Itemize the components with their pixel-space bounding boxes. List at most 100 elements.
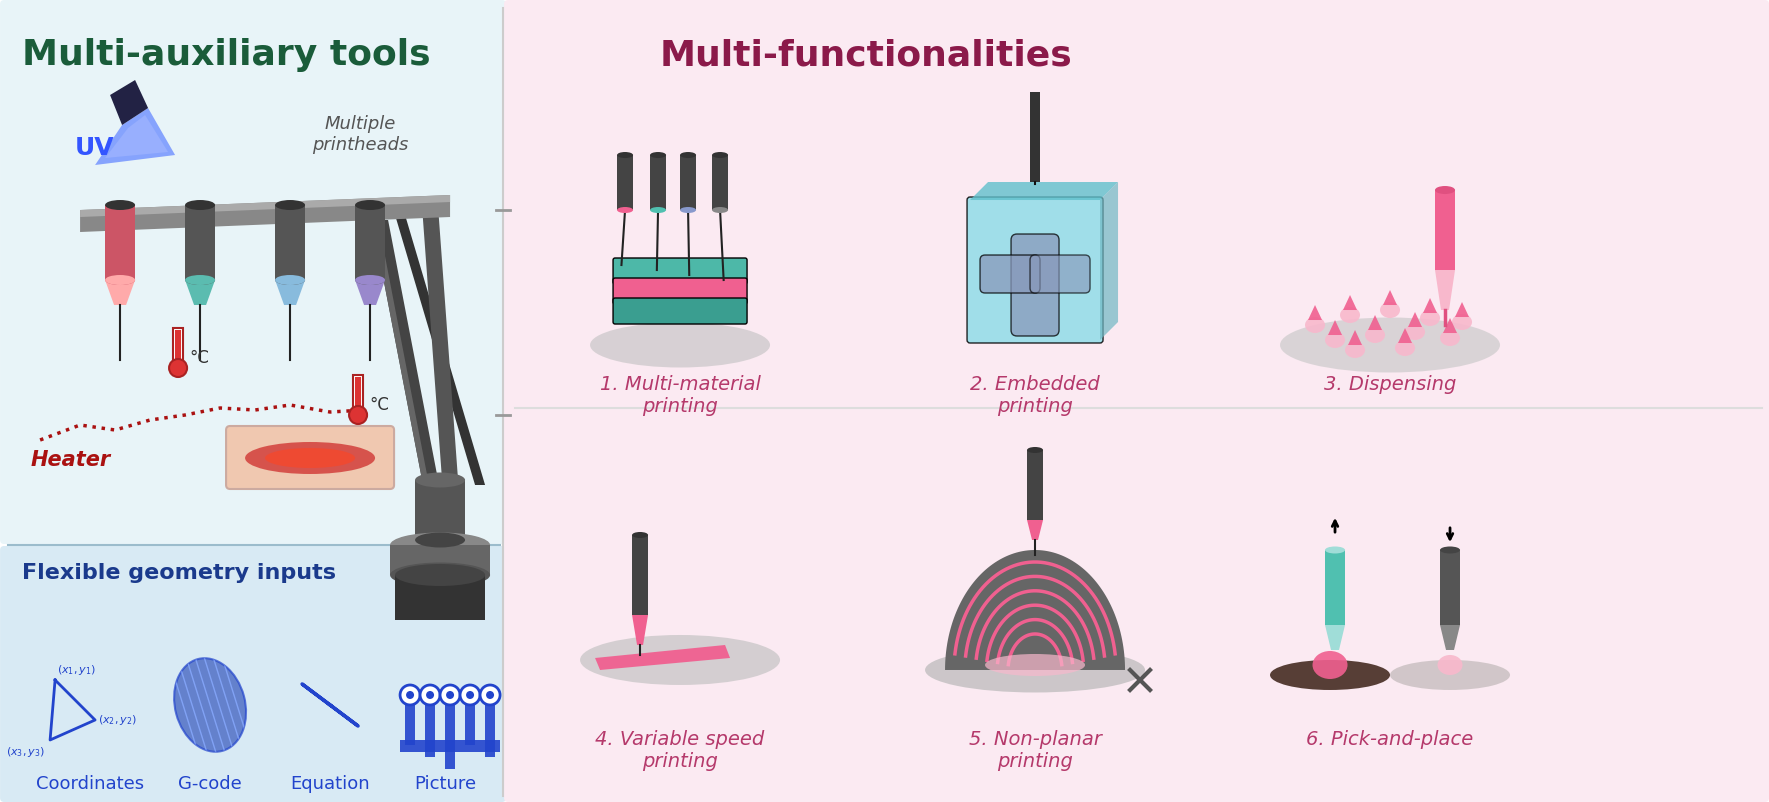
Ellipse shape [1306, 317, 1325, 333]
FancyBboxPatch shape [504, 0, 1769, 802]
Bar [391, 545, 490, 575]
Polygon shape [1028, 520, 1044, 540]
Circle shape [348, 406, 368, 424]
Text: 5. Non-planar
printing: 5. Non-planar printing [969, 730, 1102, 771]
Ellipse shape [649, 207, 667, 213]
Polygon shape [1456, 302, 1468, 317]
Polygon shape [186, 280, 216, 305]
Ellipse shape [679, 152, 695, 158]
FancyBboxPatch shape [226, 426, 394, 489]
Ellipse shape [1390, 660, 1511, 690]
Polygon shape [110, 80, 149, 125]
Polygon shape [1398, 328, 1412, 343]
Ellipse shape [1452, 314, 1472, 330]
Ellipse shape [186, 275, 216, 285]
Ellipse shape [274, 275, 304, 285]
Polygon shape [1444, 318, 1458, 333]
Text: °C: °C [370, 396, 389, 414]
Bar [175, 330, 180, 360]
FancyBboxPatch shape [968, 197, 1104, 343]
Ellipse shape [1435, 186, 1456, 194]
Ellipse shape [274, 275, 304, 285]
Polygon shape [104, 115, 168, 158]
Bar [400, 740, 501, 752]
Bar [649, 155, 667, 210]
Ellipse shape [104, 275, 134, 285]
FancyBboxPatch shape [1012, 234, 1060, 336]
Ellipse shape [1325, 546, 1344, 553]
Ellipse shape [580, 635, 780, 685]
Circle shape [486, 691, 494, 699]
Polygon shape [1348, 330, 1362, 345]
Bar [425, 695, 435, 757]
Bar [274, 205, 304, 280]
Ellipse shape [1366, 327, 1385, 343]
Circle shape [479, 685, 501, 705]
Bar [632, 535, 647, 615]
Ellipse shape [186, 200, 216, 210]
Text: $(x_2, y_2)$: $(x_2, y_2)$ [97, 713, 138, 727]
Polygon shape [1325, 625, 1344, 650]
Ellipse shape [1270, 660, 1390, 690]
Polygon shape [1422, 298, 1436, 313]
Ellipse shape [617, 207, 633, 213]
Bar [465, 695, 476, 745]
Polygon shape [274, 280, 304, 305]
Polygon shape [1367, 315, 1382, 330]
Polygon shape [371, 220, 428, 480]
Polygon shape [423, 207, 458, 480]
Text: 2. Embedded
printing: 2. Embedded printing [969, 375, 1100, 416]
Polygon shape [1307, 305, 1321, 320]
Ellipse shape [1341, 307, 1360, 323]
Bar [617, 155, 633, 210]
Ellipse shape [356, 200, 386, 210]
Ellipse shape [356, 275, 386, 285]
Text: UV: UV [74, 136, 115, 160]
Bar [186, 205, 216, 280]
Ellipse shape [265, 448, 356, 468]
Bar [1028, 450, 1044, 520]
Ellipse shape [1344, 342, 1366, 358]
Ellipse shape [649, 152, 667, 158]
Ellipse shape [1028, 447, 1044, 453]
Bar [173, 328, 182, 368]
Bar [104, 205, 134, 280]
Ellipse shape [1440, 546, 1459, 553]
Polygon shape [96, 108, 175, 165]
Ellipse shape [1405, 324, 1426, 340]
Bar [394, 575, 485, 620]
Text: G-code: G-code [179, 775, 242, 793]
Bar [485, 695, 495, 757]
Polygon shape [356, 280, 386, 305]
Text: Multi-functionalities: Multi-functionalities [660, 38, 1072, 72]
FancyBboxPatch shape [614, 278, 747, 304]
Text: $(x_3, y_3)$: $(x_3, y_3)$ [5, 745, 44, 759]
Circle shape [460, 685, 479, 705]
Ellipse shape [617, 152, 633, 158]
Text: $(x_1, y_1)$: $(x_1, y_1)$ [57, 663, 96, 677]
Polygon shape [1329, 320, 1343, 335]
Bar [1325, 550, 1344, 625]
Circle shape [170, 359, 188, 377]
Polygon shape [594, 645, 731, 670]
Polygon shape [1408, 312, 1422, 327]
Polygon shape [80, 195, 449, 232]
FancyBboxPatch shape [980, 255, 1040, 293]
Ellipse shape [356, 275, 386, 285]
Bar [405, 695, 416, 745]
Bar [446, 695, 455, 769]
Text: 4. Variable speed
printing: 4. Variable speed printing [596, 730, 764, 771]
Circle shape [400, 685, 419, 705]
Ellipse shape [104, 200, 134, 210]
Circle shape [465, 691, 474, 699]
FancyBboxPatch shape [1030, 255, 1090, 293]
Ellipse shape [173, 658, 246, 751]
Polygon shape [945, 550, 1125, 670]
Ellipse shape [1313, 651, 1348, 679]
Ellipse shape [632, 532, 647, 538]
Ellipse shape [1325, 332, 1344, 348]
Text: °C: °C [189, 349, 209, 367]
Bar [1435, 190, 1456, 270]
Bar [354, 375, 363, 415]
Ellipse shape [391, 533, 490, 557]
